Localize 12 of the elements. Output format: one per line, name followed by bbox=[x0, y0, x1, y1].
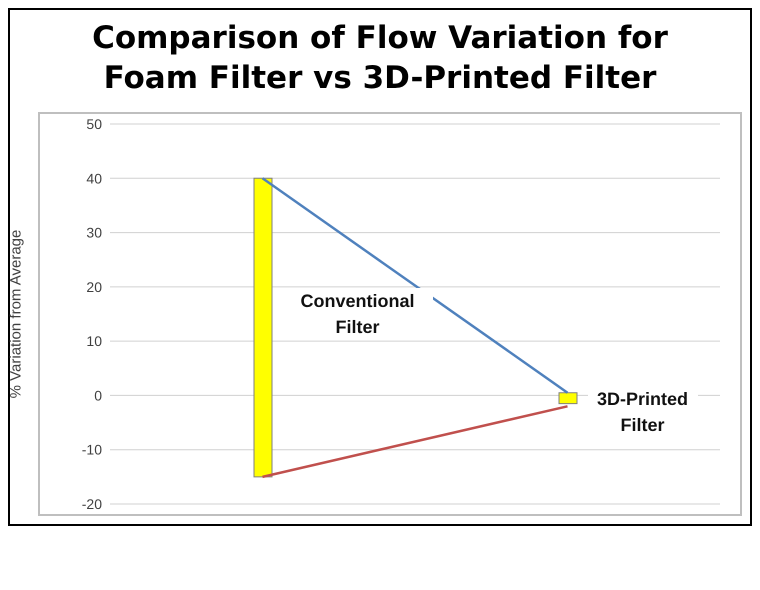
y-tick-label: 40 bbox=[86, 170, 102, 186]
y-tick-label: 30 bbox=[86, 224, 102, 241]
chart-title: Comparison of Flow Variation for Foam Filter vs 3D-Printed Filter bbox=[91, 19, 669, 98]
y-tick-label: -20 bbox=[82, 496, 102, 512]
y-tick-label: 0 bbox=[94, 387, 102, 404]
y-tick-label: 50 bbox=[86, 116, 102, 132]
annotation: Conventional Filter bbox=[282, 288, 432, 340]
y-tick-label: 10 bbox=[86, 333, 102, 350]
y-tick-label: 20 bbox=[86, 278, 102, 295]
y-axis-title: % Variation from Average bbox=[8, 230, 24, 398]
annotation: 3D-Printed Filter bbox=[588, 386, 698, 438]
y-tick-label: -10 bbox=[82, 442, 102, 458]
